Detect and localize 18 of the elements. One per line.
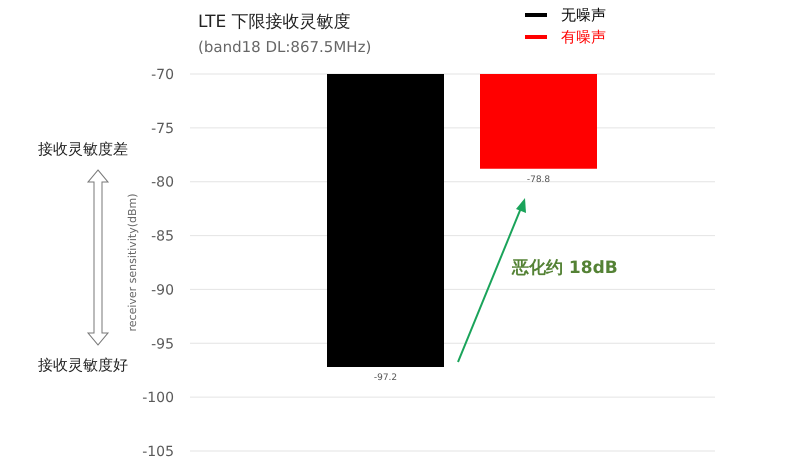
y-tick-label: -85 [151, 228, 174, 245]
y-tick-label: -75 [151, 120, 174, 137]
legend-label: 无噪声 [561, 6, 606, 24]
y-tick-label: -105 [142, 444, 174, 460]
data-label: -78.8 [526, 174, 550, 185]
chart-title: LTE 下限接收灵敏度 [198, 11, 351, 33]
y-tick-label: -70 [151, 66, 174, 83]
chart-subtitle: (band18 DL:867.5MHz) [198, 38, 372, 56]
y-tick-label: -100 [142, 390, 174, 406]
text: 接收灵敏度好 [38, 356, 128, 375]
y-tick-label: -95 [151, 336, 174, 352]
legend-label: 有噪声 [561, 28, 606, 46]
y-axis-title: receiver sensitivity(dBm) [126, 193, 139, 332]
annotation: 恶化约 18dB [512, 257, 618, 279]
data-label: -97.2 [374, 372, 398, 383]
y-tick-label: -80 [151, 174, 174, 191]
text: 接收灵敏度差 [38, 140, 128, 159]
y-tick-label: -90 [151, 282, 174, 298]
